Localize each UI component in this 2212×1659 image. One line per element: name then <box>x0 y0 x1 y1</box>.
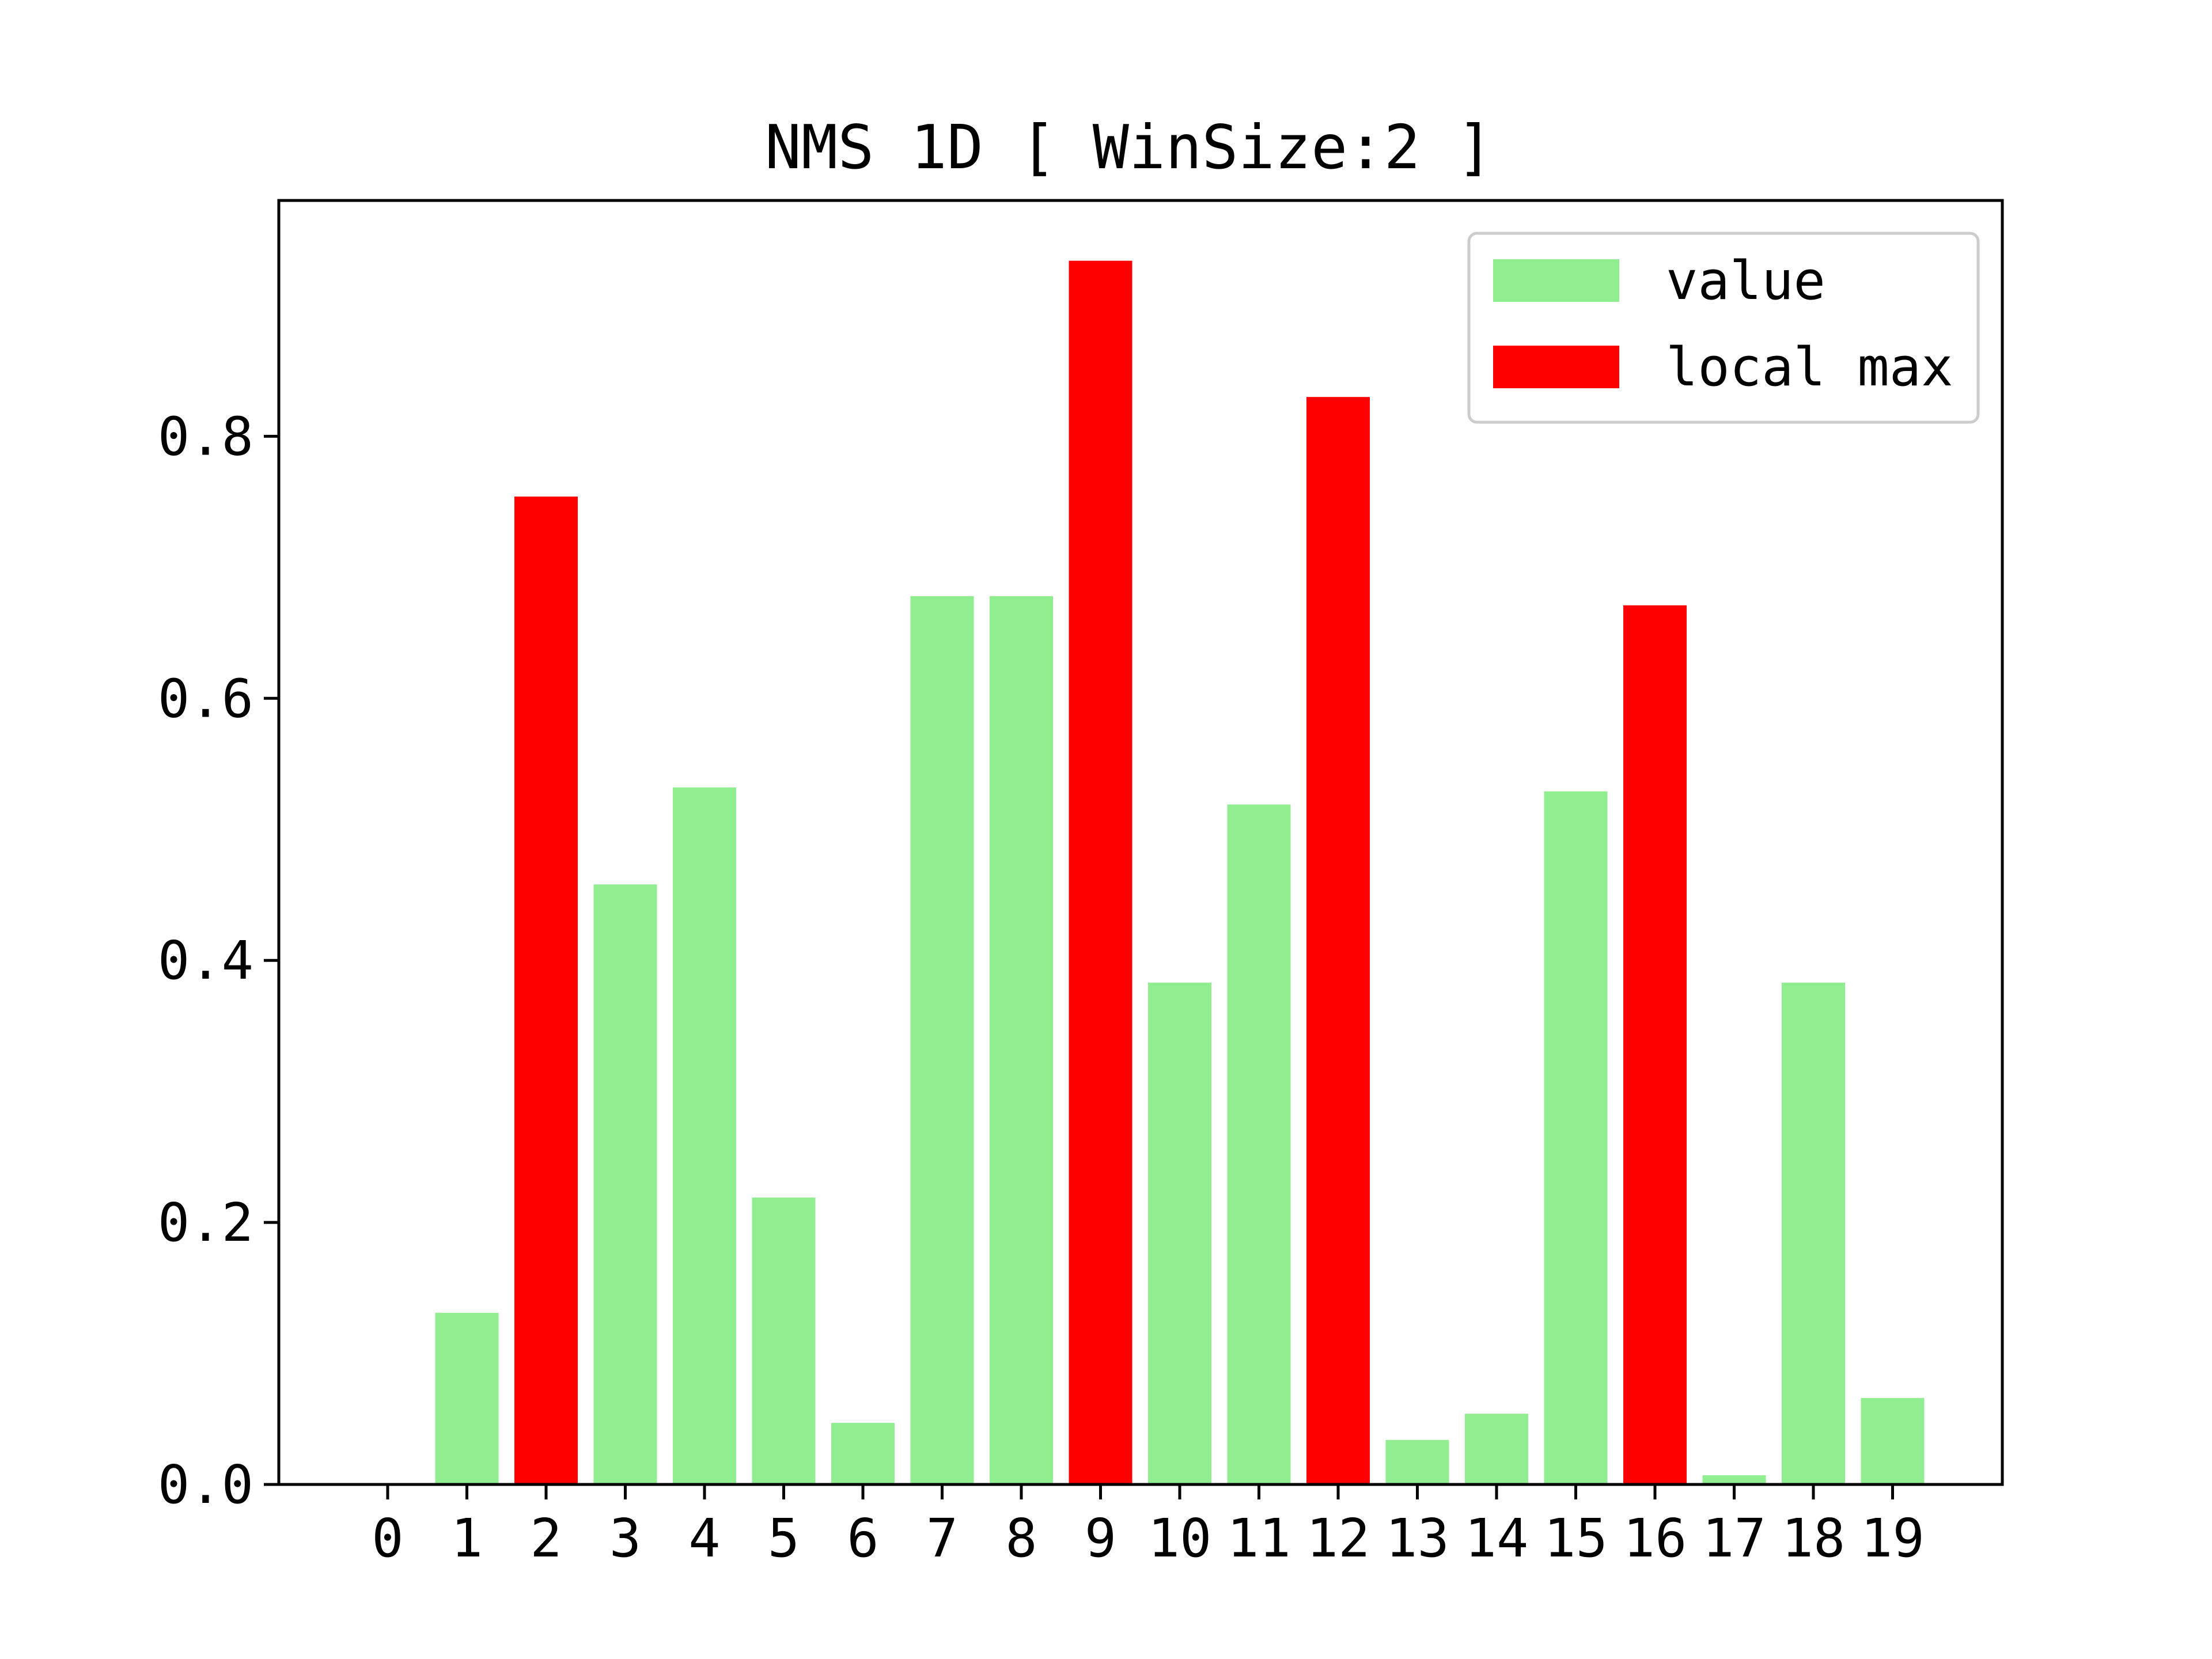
bar-value-14 <box>1465 1414 1528 1484</box>
x-tick-label: 11 <box>1227 1508 1291 1569</box>
plot-frame <box>277 199 2004 1486</box>
bar-local-max-2 <box>514 497 578 1484</box>
x-axis: 0 1 2 3 4 5 6 7 8 9 10 11 12 13 14 15 16 17 18 19 <box>372 1484 1925 1569</box>
bar-value-15 <box>1544 791 1608 1484</box>
bar-value-3 <box>593 884 657 1484</box>
x-tick-label: 4 <box>688 1508 720 1569</box>
bar-value-6 <box>831 1423 895 1484</box>
bar-value-7 <box>910 596 974 1484</box>
bar-value-19 <box>1861 1397 1925 1484</box>
bar-local-max-12 <box>1306 397 1370 1484</box>
legend-label-local-max: local max <box>1666 336 1953 398</box>
legend-swatch-local-max <box>1493 346 1619 388</box>
y-tick-label: 0.0 <box>158 1454 253 1516</box>
bar-value-18 <box>1782 982 1845 1484</box>
bar-value-13 <box>1385 1440 1449 1484</box>
y-axis: 0.0 0.2 0.4 0.6 0.8 <box>158 406 279 1516</box>
y-tick-label: 0.4 <box>158 930 253 991</box>
bar-value-5 <box>752 1197 816 1484</box>
x-tick-label: 3 <box>609 1508 641 1569</box>
x-tick-label: 16 <box>1623 1508 1687 1569</box>
x-tick-label: 9 <box>1085 1508 1116 1569</box>
bar-value-1 <box>435 1313 499 1484</box>
x-tick-label: 10 <box>1148 1508 1212 1569</box>
x-tick-label: 0 <box>372 1508 403 1569</box>
bar-local-max-16 <box>1623 605 1687 1484</box>
y-tick-label: 0.2 <box>158 1192 253 1253</box>
bar-value-11 <box>1227 804 1291 1484</box>
x-tick-label: 18 <box>1782 1508 1846 1569</box>
x-tick-label: 1 <box>451 1508 483 1569</box>
x-tick-label: 13 <box>1385 1508 1449 1569</box>
bar-local-max-9 <box>1069 260 1132 1485</box>
y-tick-label: 0.6 <box>158 668 253 729</box>
x-tick-label: 12 <box>1306 1508 1370 1569</box>
x-tick-label: 5 <box>768 1508 800 1569</box>
x-tick-label: 19 <box>1861 1508 1925 1569</box>
x-tick-label: 2 <box>530 1508 562 1569</box>
bars <box>435 260 1925 1485</box>
x-tick-label: 14 <box>1465 1508 1529 1569</box>
bar-value-17 <box>1702 1475 1766 1484</box>
x-tick-label: 15 <box>1544 1508 1608 1569</box>
bar-value-4 <box>673 787 736 1484</box>
x-tick-label: 17 <box>1702 1508 1766 1569</box>
x-tick-label: 6 <box>847 1508 878 1569</box>
bar-value-10 <box>1148 982 1211 1484</box>
legend-swatch-value <box>1493 259 1619 302</box>
bar-value-8 <box>990 596 1053 1484</box>
x-tick-label: 7 <box>926 1508 958 1569</box>
legend: value local max <box>1467 232 1980 424</box>
legend-label-value: value <box>1666 250 1825 312</box>
chart-title: NMS 1D [ WinSize:2 ] <box>765 112 1493 183</box>
x-tick-label: 8 <box>1005 1508 1037 1569</box>
y-tick-label: 0.8 <box>158 406 253 467</box>
